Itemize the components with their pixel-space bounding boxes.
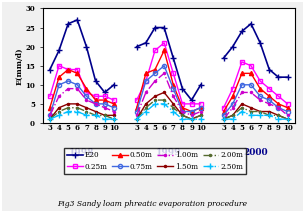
Text: 1998: 1998 [69, 148, 95, 157]
Text: Fig3 Sandy loam phreatic evaporation procedure: Fig3 Sandy loam phreatic evaporation pro… [57, 200, 247, 208]
Y-axis label: E(mm/d): E(mm/d) [16, 47, 24, 85]
Text: 1999: 1999 [156, 148, 181, 157]
Text: 2000: 2000 [243, 148, 268, 157]
Legend: E20, 0.25m, 0.50m, 0.75m, 1.00m, 1.50m, 2.00m, 2.50m: E20, 0.25m, 0.50m, 0.75m, 1.00m, 1.50m, … [64, 148, 246, 174]
